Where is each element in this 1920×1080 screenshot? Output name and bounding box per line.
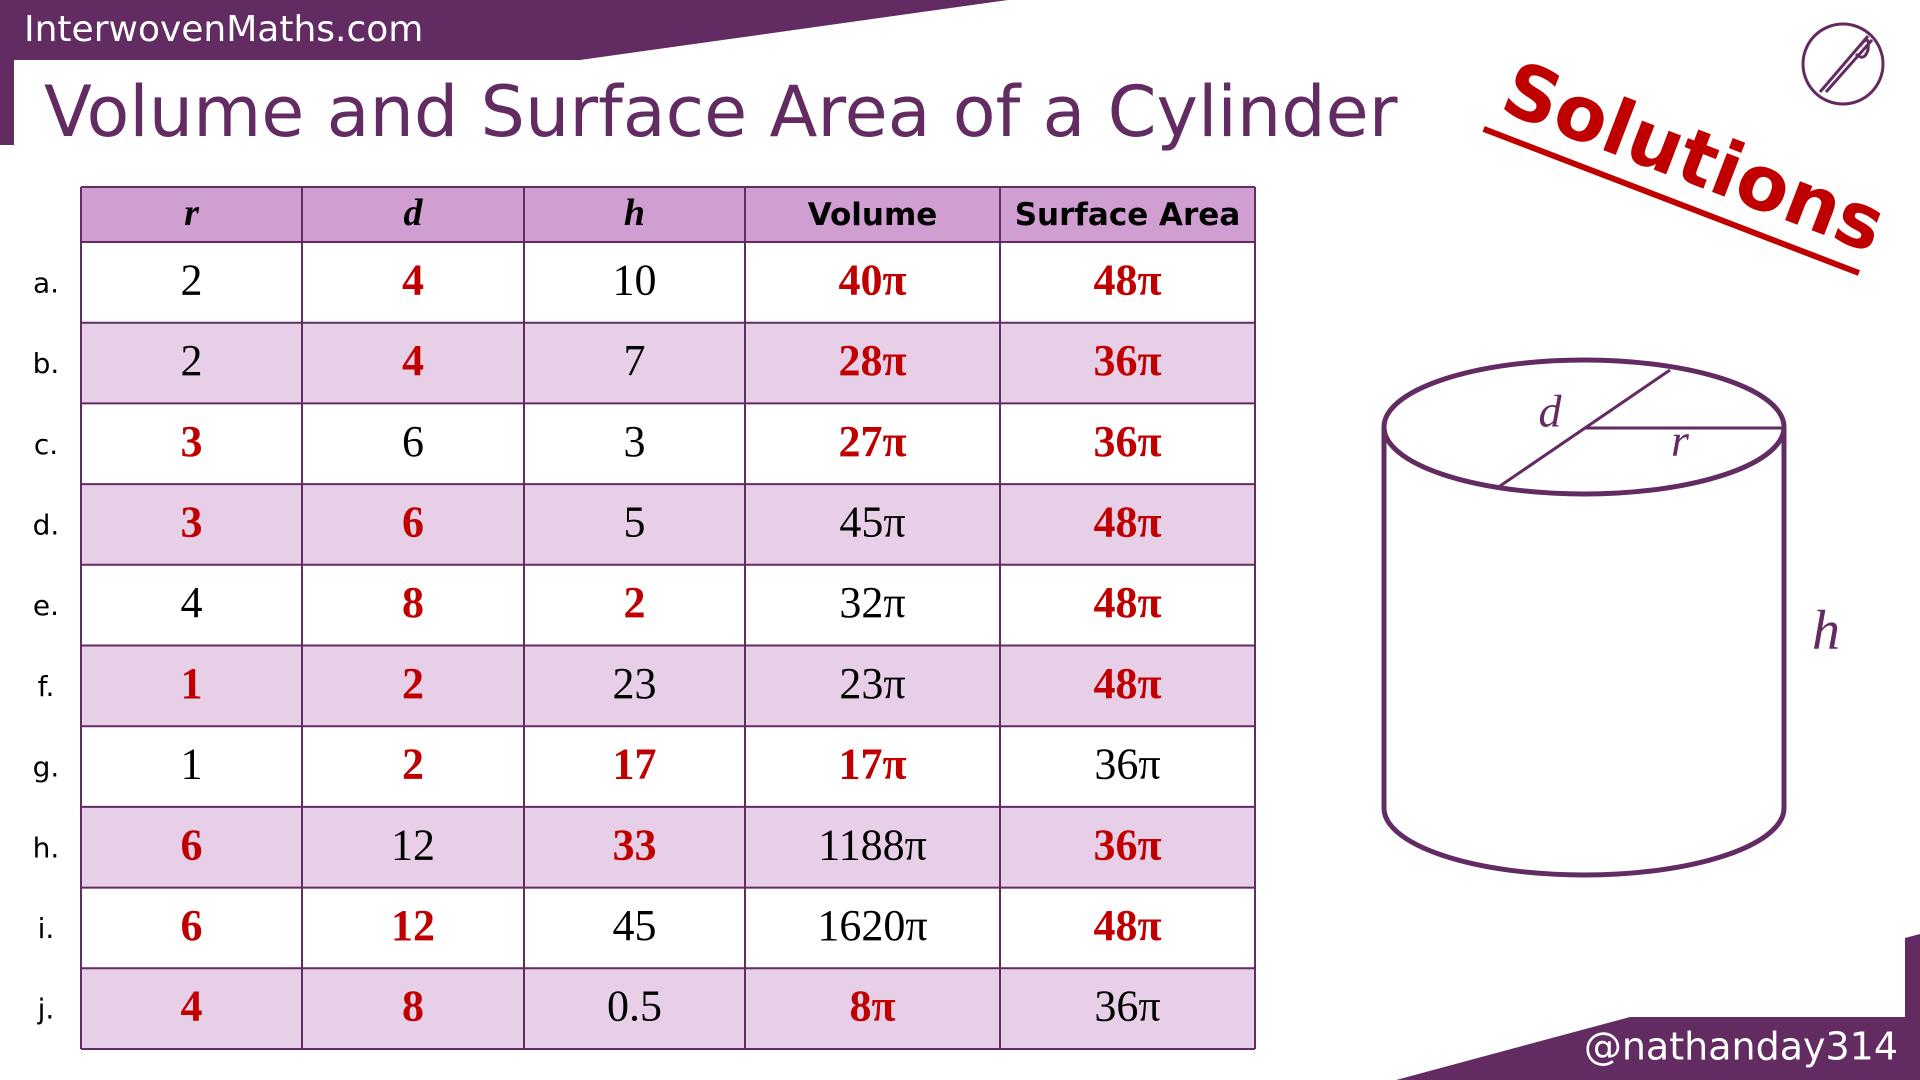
cell: 12 [391,820,435,869]
cell: 2 [402,659,424,708]
cell: 48π [1093,901,1161,950]
cell: 3 [624,417,646,466]
row-label: a. [33,266,59,299]
column-header: Volume [808,197,938,233]
cell: 2 [181,336,203,385]
row-label: f. [38,670,55,703]
cell: 2 [402,740,424,789]
header-banner [0,0,1008,145]
cell: 10 [613,255,657,304]
radius-label: r [1671,415,1690,466]
diameter-label: d [1539,386,1563,437]
cell: 17 [613,740,657,789]
site-name: InterwovenMaths.com [24,9,423,50]
handle: @nathanday314 [1584,1025,1898,1069]
cell: 4 [181,578,203,627]
cell: 12 [391,901,435,950]
row-bg [81,242,1255,323]
row-label: c. [34,428,58,461]
cell: 1188π [818,820,927,869]
row-bg [81,564,1255,646]
cell: 6 [181,820,203,869]
cell: 6 [402,498,424,547]
header-row [81,187,1255,242]
cell: 8π [849,982,895,1031]
column-header: h [624,192,645,234]
cell: 3 [181,498,203,547]
cell: 28π [838,336,906,385]
column-header: d [404,192,424,234]
cell: 36π [1093,336,1161,385]
row-label: b. [33,347,60,380]
row-bg [81,726,1255,807]
cell: 4 [402,255,424,304]
row-label: j. [37,993,55,1026]
row-bg [81,968,1255,1049]
column-header: r [184,192,200,234]
cell: 33 [613,820,657,869]
row-bg [81,403,1255,485]
row-label: e. [33,589,59,622]
cell: 4 [402,336,424,385]
cell: 4 [181,982,203,1031]
cell: 6 [402,417,424,466]
row-label: i. [38,912,55,945]
cell: 8 [402,578,424,627]
footer-banner [1396,934,1920,1080]
row-bg [81,322,1255,404]
logo [1801,22,1885,106]
row-label: h. [33,831,60,864]
cell: 48π [1093,659,1161,708]
cell: 17π [838,740,906,789]
height-label: h [1812,600,1840,662]
cell: 2 [624,578,646,627]
cell: 2 [181,255,203,304]
cell: 36π [1094,740,1160,789]
cell: 0.5 [607,982,662,1031]
row-label: d. [33,508,60,541]
cell: 7 [624,336,646,385]
cell: 1 [181,740,203,789]
cell: 5 [624,498,646,547]
cell: 3 [181,417,203,466]
row-bg [81,484,1255,565]
logo-circle [1801,22,1885,106]
cell: 45 [613,901,657,950]
cell: 45π [839,498,905,547]
cell: 32π [839,578,905,627]
cell: 27π [838,417,906,466]
column-header: Surface Area [1015,197,1241,233]
cell: 36π [1094,982,1160,1031]
cylinder-body [1381,427,1787,878]
cell: 48π [1093,255,1161,304]
cell: 8 [402,982,424,1031]
row-bg [81,887,1255,969]
cell: 36π [1093,820,1161,869]
cell: 36π [1093,417,1161,466]
cell: 6 [181,901,203,950]
cylinder [1381,357,1787,878]
cell: 1 [181,659,203,708]
cell: 23π [839,659,905,708]
row-bg [81,645,1255,727]
logo-needle [1818,35,1874,93]
row-label: g. [33,751,60,784]
title: Volume and Surface Area of a Cylinder [44,71,1398,153]
cell: 40π [838,255,906,304]
row-bg [81,806,1255,888]
cell: 23 [613,659,657,708]
cell: 48π [1093,578,1161,627]
solutions-underline [1482,126,1861,276]
cell: 1620π [817,901,927,950]
cell: 48π [1093,498,1161,547]
